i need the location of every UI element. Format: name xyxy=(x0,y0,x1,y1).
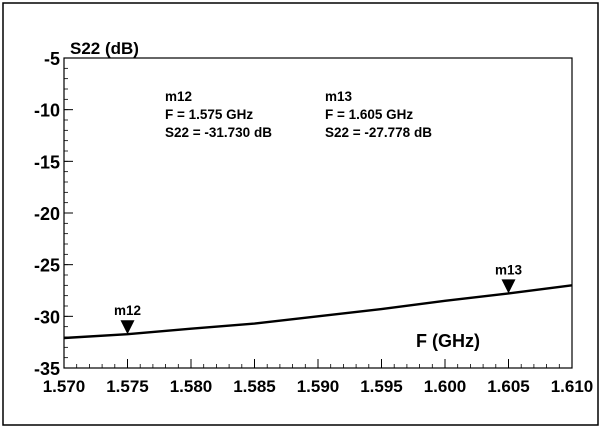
x-tick-label: 1.600 xyxy=(424,377,467,396)
x-tick-label: 1.585 xyxy=(233,377,276,396)
marker-group: m12 m13 xyxy=(114,262,523,335)
annotation-m12-name: m12 xyxy=(165,89,192,104)
y-axis-label: S22 (dB) xyxy=(70,39,139,58)
marker-m13-triangle xyxy=(501,279,516,294)
tick-group: -5 -10 -15 -20 -25 -30 -351.570 1.575 1.580 1.585… xyxy=(34,49,593,396)
x-tick-label: 1.595 xyxy=(360,377,403,396)
annotation-m13: m13 F = 1.605 GHz S22 = -27.778 dB xyxy=(325,89,432,140)
series-group xyxy=(63,284,573,340)
y-tick-label: -5 xyxy=(44,49,60,69)
y-tick-label: -10 xyxy=(34,101,60,121)
x-tick-label: 1.590 xyxy=(297,377,340,396)
y-tick-label: -30 xyxy=(34,307,60,327)
y-tick-label: -20 xyxy=(34,204,60,224)
y-tick-label: -15 xyxy=(34,152,60,172)
x-axis-label: F (GHz) xyxy=(416,331,480,351)
marker-m12-triangle xyxy=(120,320,135,335)
s22-series-line xyxy=(63,284,573,340)
x-tick-label: 1.605 xyxy=(487,377,530,396)
marker-m12-label: m12 xyxy=(114,303,141,318)
annotation-m12-value: S22 = -31.730 dB xyxy=(165,125,272,140)
annotation-m13-freq: F = 1.605 GHz xyxy=(325,107,413,122)
marker-m13-label: m13 xyxy=(495,262,523,277)
annotation-m13-name: m13 xyxy=(325,89,353,104)
y-tick-label: -35 xyxy=(34,359,60,379)
y-tick-label: -25 xyxy=(34,256,60,276)
x-tick-label: 1.570 xyxy=(43,377,86,396)
annotation-m13-value: S22 = -27.778 dB xyxy=(325,125,432,140)
x-tick-label: 1.580 xyxy=(170,377,213,396)
x-tick-label: 1.575 xyxy=(106,377,149,396)
annotation-m12: m12 F = 1.575 GHz S22 = -31.730 dB xyxy=(165,89,272,140)
x-tick-label: 1.610 xyxy=(551,377,594,396)
plot-area xyxy=(63,57,573,369)
annotation-m12-freq: F = 1.575 GHz xyxy=(165,107,253,122)
